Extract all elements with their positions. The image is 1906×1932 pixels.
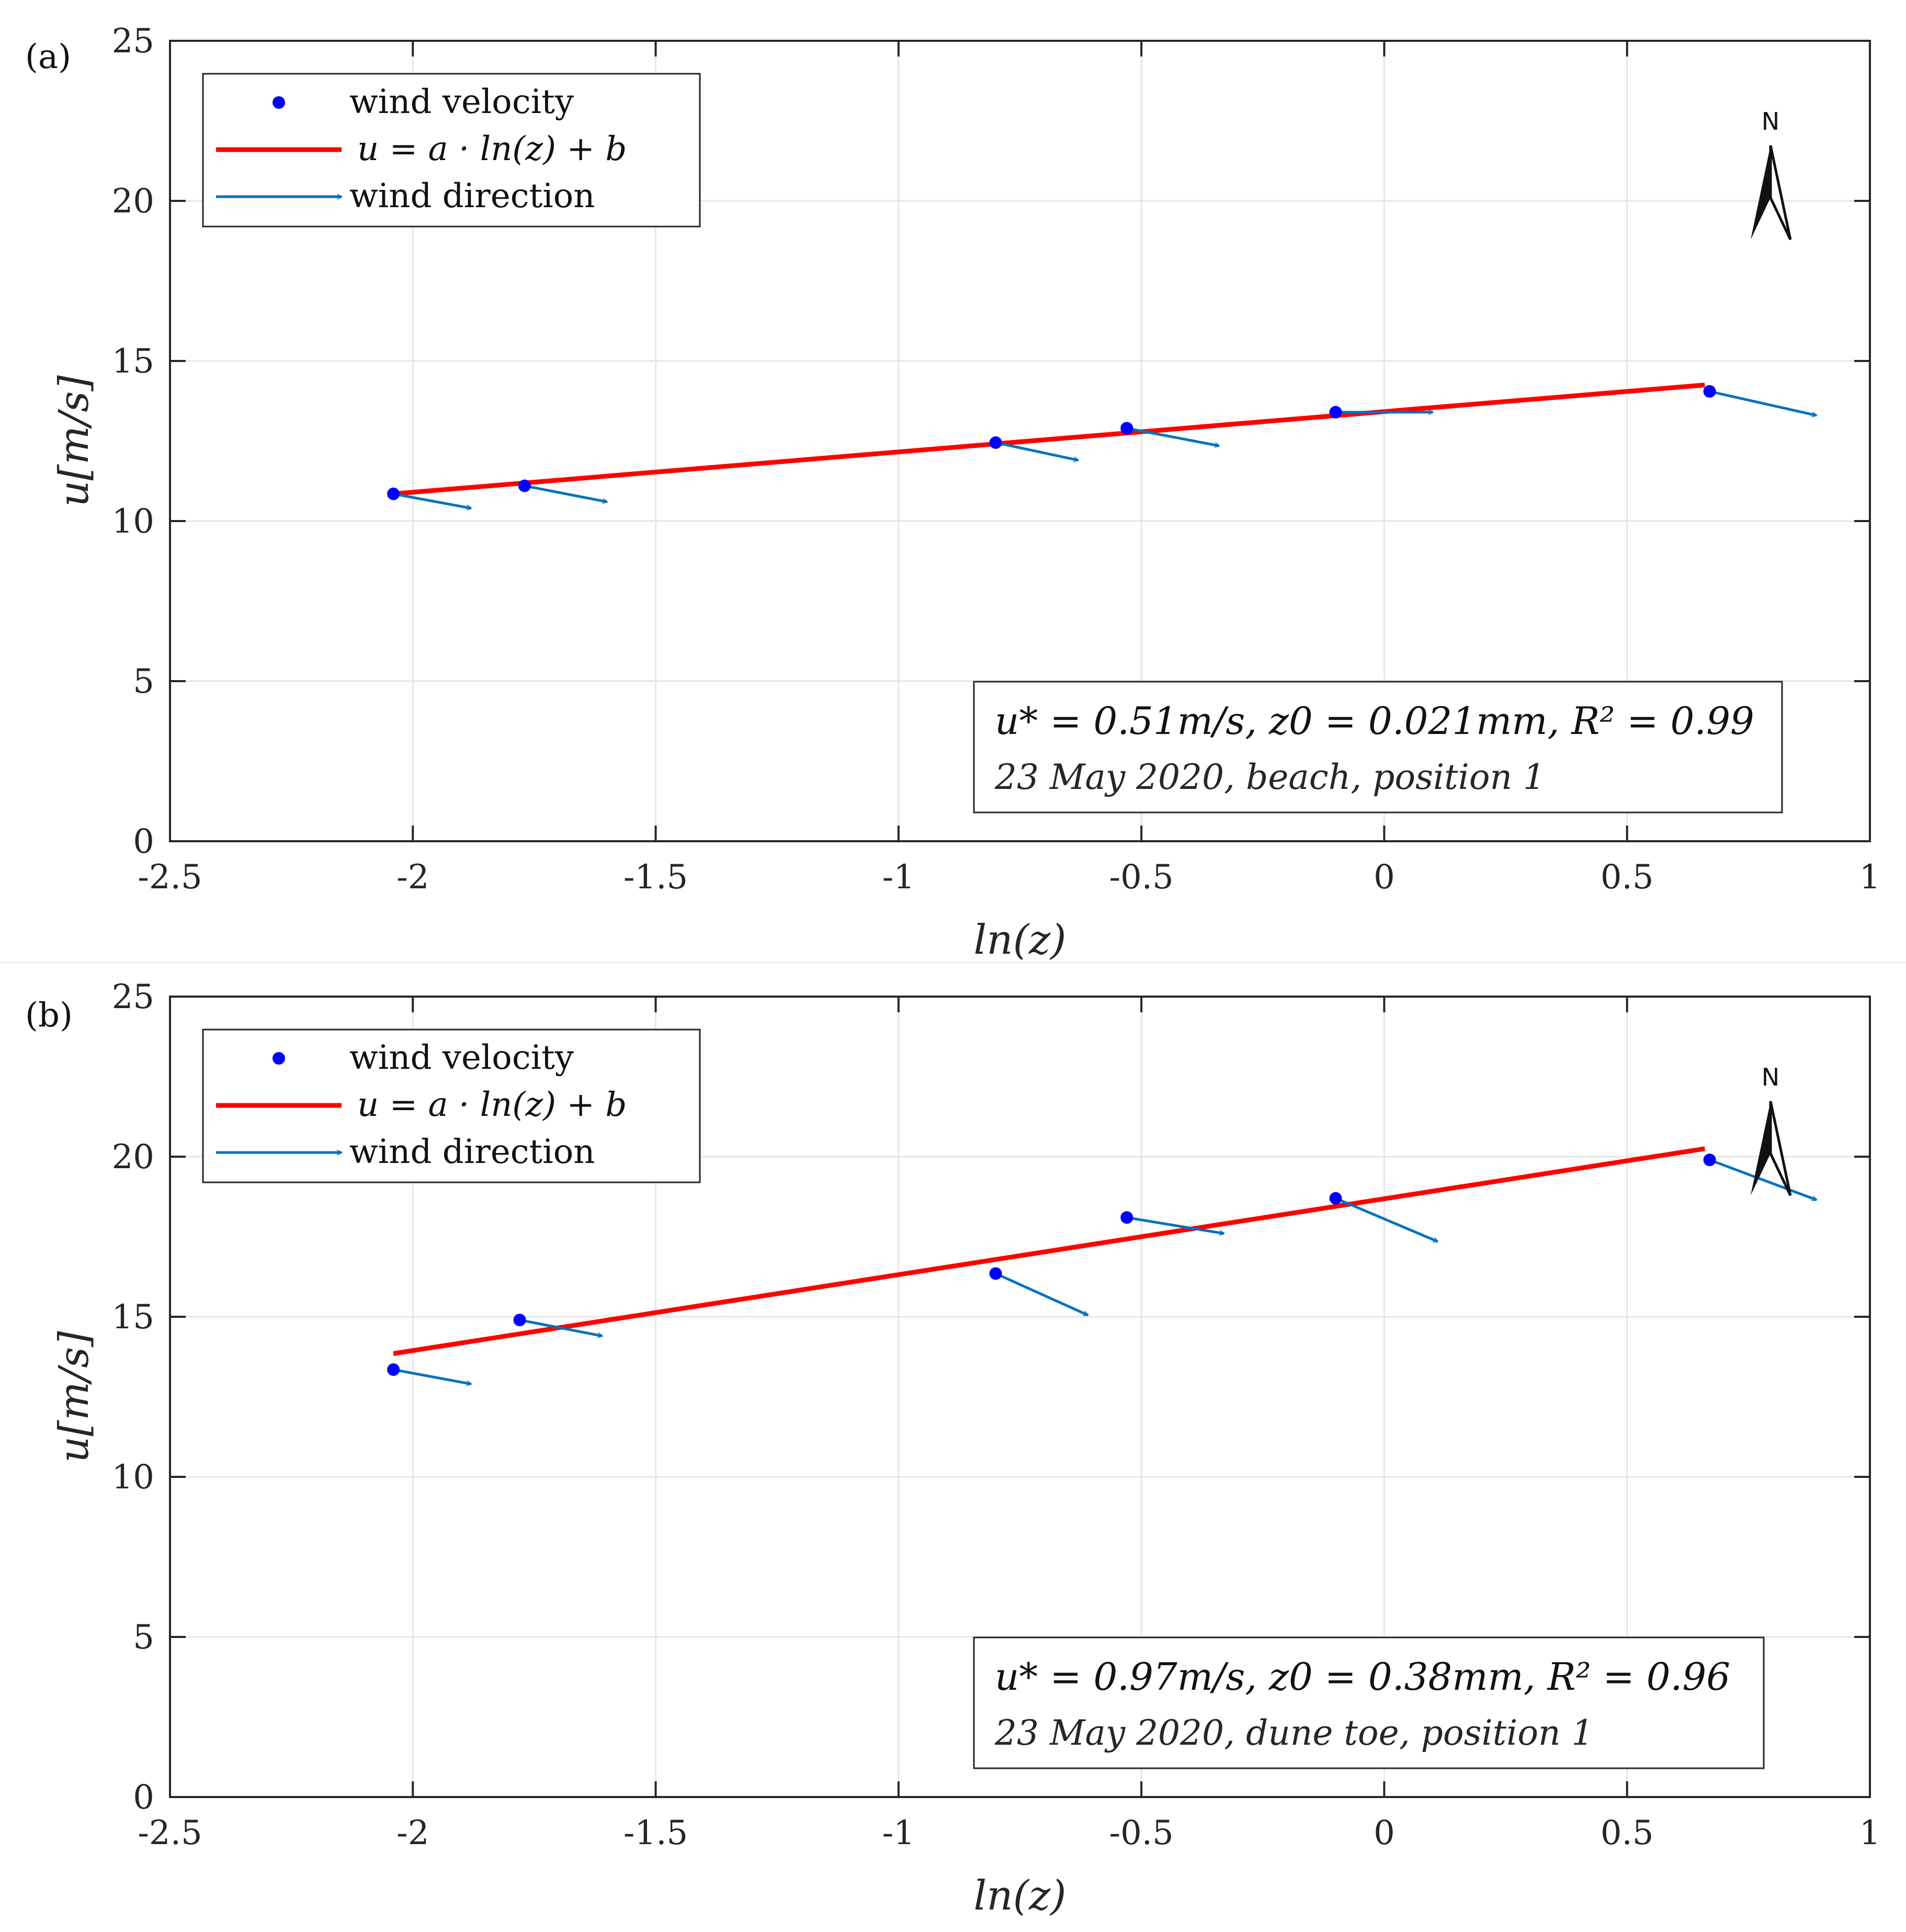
north-arrow-left-half (1751, 1101, 1771, 1195)
legend-label-wind-direction: wind direction (349, 177, 595, 216)
legend-label-wind-direction: wind direction (349, 1133, 595, 1171)
chart-panel-b: -2.5 -2 -1.5 -1 -0.5 0 0.5 10510152025ln(z)u[m/… (25, 978, 1880, 1919)
x-tick-label: -0.5 (1109, 1814, 1173, 1852)
wind-direction-arrow (1335, 1197, 1438, 1243)
stats-annotation: u* = 0.97m/s, z0 = 0.38mm, R² = 0.96 23 M… (973, 1636, 1765, 1769)
wind-direction-arrow (393, 492, 471, 509)
y-tick-label: 5 (133, 662, 154, 701)
legend-point-marker (273, 1052, 285, 1065)
x-tick-label: 0.5 (1601, 1814, 1654, 1852)
stats-box (973, 1636, 1765, 1769)
x-tick-label: 0.5 (1601, 858, 1654, 897)
stats-box (973, 681, 1783, 814)
x-tick-label: -1 (882, 1814, 915, 1852)
legend-label-wind-velocity: wind velocity (349, 83, 574, 121)
data-point (1329, 1192, 1342, 1205)
data-point (1120, 1211, 1133, 1224)
data-point (518, 479, 531, 492)
x-axis-label: ln(z) (973, 1872, 1066, 1919)
x-tick-label: -2 (396, 858, 429, 897)
x-tick-label: 0 (1374, 1814, 1395, 1852)
north-label: N (1762, 107, 1779, 135)
x-axis-label: ln(z) (973, 917, 1066, 964)
data-point (387, 487, 400, 500)
y-tick-label: 5 (133, 1618, 154, 1657)
wind-direction-arrow (524, 484, 607, 502)
chart-panel-a: -2.5 -2 -1.5 -1 -0.5 0 0.5 10510152025ln(z)u[m/… (25, 22, 1880, 964)
wind-direction-arrow (519, 1318, 603, 1336)
y-tick-label: 0 (133, 1778, 154, 1817)
north-arrow-icon: N (1751, 107, 1792, 241)
wind-direction-arrow (1126, 1216, 1224, 1234)
data-point (1703, 385, 1716, 398)
axes-frame (169, 996, 1871, 1798)
stats-sub-text: 23 May 2020, beach, position 1 (994, 757, 1545, 797)
stats-main-text: u* = 0.51m/s, z0 = 0.021mm, R² = 0.99 (995, 699, 1754, 743)
legend-label-wind-velocity: wind velocity (349, 1038, 574, 1077)
y-tick-label: 0 (133, 822, 154, 861)
legend-label-fit: u = a · ln(z) + b (357, 130, 627, 168)
stats-sub-text: 23 May 2020, dune toe, position 1 (994, 1713, 1593, 1753)
x-tick-label: -2.5 (138, 858, 202, 897)
x-tick-label: 0 (1374, 858, 1395, 897)
data-point (513, 1314, 526, 1327)
x-tick-label: -1.5 (623, 858, 688, 897)
x-tick-label: -1.5 (623, 1814, 688, 1852)
data-point (989, 436, 1002, 449)
x-tick-label: -2 (396, 1814, 429, 1852)
legend-label-fit: u = a · ln(z) + b (357, 1086, 627, 1124)
wind-direction-arrow (393, 1368, 471, 1384)
y-tick-label: 20 (112, 1138, 154, 1177)
north-arrow-right-half (1769, 145, 1792, 241)
data-point (1120, 422, 1133, 435)
legend-point-marker (273, 96, 285, 109)
stats-annotation: u* = 0.51m/s, z0 = 0.021mm, R² = 0.99 23 … (973, 681, 1783, 814)
y-axis-label: u[m/s] (51, 1331, 98, 1463)
wind-direction-arrow (995, 441, 1079, 460)
y-tick-label: 25 (112, 978, 154, 1016)
stats-main-text: u* = 0.97m/s, z0 = 0.38mm, R² = 0.96 (995, 1655, 1730, 1699)
wind-direction-arrow (995, 1272, 1088, 1317)
x-tick-label: 1 (1859, 858, 1881, 897)
y-tick-label: 15 (112, 1298, 154, 1337)
y-axis-label: u[m/s] (51, 375, 98, 507)
x-tick-label: 1 (1859, 1814, 1881, 1852)
fit-line (393, 382, 1705, 496)
x-tick-label: -0.5 (1109, 858, 1173, 897)
y-tick-label: 10 (112, 1458, 154, 1497)
data-point (1329, 405, 1342, 419)
data-point (989, 1267, 1002, 1280)
x-tick-label: -2.5 (138, 1814, 202, 1852)
y-tick-label: 10 (112, 502, 154, 541)
y-tick-label: 15 (112, 342, 154, 381)
axes-frame (169, 40, 1871, 842)
x-tick-label: -1 (882, 858, 915, 897)
panel-label: (a) (25, 38, 71, 76)
north-label: N (1762, 1063, 1779, 1091)
fit-line (393, 1146, 1705, 1356)
legend: wind velocity u = a · ln(z) + b wind direc… (202, 1029, 701, 1183)
y-tick-label: 25 (112, 22, 154, 61)
legend: wind velocity u = a · ln(z) + b wind direc… (202, 73, 701, 228)
north-arrow-icon: N (1751, 1063, 1792, 1196)
north-arrow-right-half (1769, 1101, 1792, 1196)
data-point (1703, 1154, 1716, 1167)
wind-direction-arrow (1709, 390, 1817, 415)
y-tick-label: 20 (112, 182, 154, 221)
wind-direction-arrow (1709, 1158, 1817, 1201)
panel-label: (b) (25, 996, 73, 1035)
wind-direction-arrow (1126, 427, 1219, 446)
data-point (387, 1363, 400, 1376)
north-arrow-left-half (1751, 145, 1771, 240)
